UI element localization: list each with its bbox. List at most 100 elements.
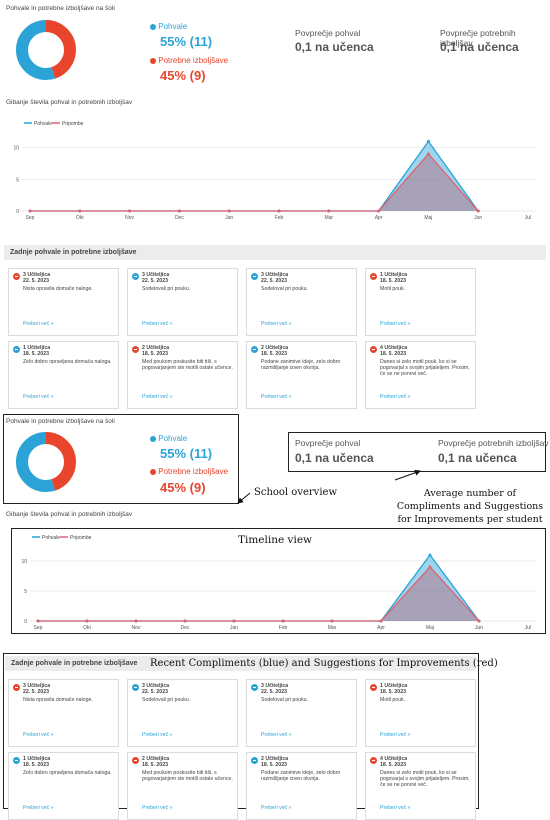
card-teacher: 3 Učiteljica (23, 683, 51, 689)
compliment-icon (251, 757, 258, 764)
read-more-link[interactable]: Preberi več » (23, 804, 54, 811)
series-line-1 (30, 153, 479, 212)
read-more-link[interactable]: Preberi več » (261, 804, 292, 811)
improvements-label-row: Potrebne izboljšave (150, 56, 228, 65)
x-tick-label: Apr (377, 625, 385, 631)
data-point (330, 619, 334, 623)
recent-card[interactable]: 3 Učiteljica 22. 5. 2023 Sodelovali pri po… (127, 679, 238, 747)
x-tick-label: Feb (279, 625, 288, 631)
card-date: 18. 5. 2023 (380, 762, 406, 769)
recent-card[interactable]: 1 Učiteljica 18. 5. 2023 Zelo dobro opravl… (8, 752, 119, 820)
card-date: 18. 5. 2023 (380, 351, 406, 358)
read-more-link[interactable]: Preberi več » (23, 731, 54, 738)
x-tick-label: Jan (225, 215, 233, 221)
data-point (36, 619, 40, 623)
card-teacher: 4 Učiteljica (380, 345, 408, 351)
x-tick-label: Jan (230, 625, 238, 631)
recent-card[interactable]: 1 Učiteljica 18. 5. 2023 Motil pouk. Preber… (365, 679, 476, 747)
read-more-link[interactable]: Preberi več » (142, 731, 173, 738)
annotation-recent: Recent Compliments (blue) and Suggestion… (150, 658, 498, 669)
recent-card[interactable]: 3 Učiteljica 22. 5. 2023 Sodelovali pri po… (127, 268, 238, 336)
improvement-icon (370, 273, 377, 280)
x-tick-label: Nov (125, 215, 134, 221)
recent-section-header-copy: Zadnje pohvale in potrebne izboljšave (5, 656, 475, 671)
read-more-link[interactable]: Preberi več » (380, 804, 411, 811)
recent-card[interactable]: 4 Učiteljica 18. 5. 2023 Danes si zelo mot… (365, 752, 476, 820)
data-point (426, 139, 430, 143)
avg-improvements-label-copy: Povprečje potrebnih izboljšav (438, 438, 549, 448)
recent-card[interactable]: 1 Učiteljica 18. 5. 2023 Zelo dobro opravl… (8, 341, 119, 409)
card-text: Zelo dobro opravljena domača naloga. (23, 358, 112, 365)
recent-card[interactable]: 3 Učiteljica 22. 5. 2023 Nista opravila do… (8, 268, 119, 336)
read-more-link[interactable]: Preberi več » (380, 731, 411, 738)
recent-card[interactable]: 3 Učiteljica 22. 5. 2023 Nista opravila do… (8, 679, 119, 747)
compliment-icon (132, 273, 139, 280)
y-tick-label: 10 (13, 146, 19, 152)
data-point (227, 209, 231, 213)
data-point (183, 619, 187, 623)
improvements-label: Potrebne izboljšave (158, 56, 229, 65)
timeline-chart-copy: Pohvale Pripombe 0 5 10 Sep Okt Nov Dec Jan Feb Mar… (14, 531, 544, 633)
card-text: Danes si zelo motil pouk, ko si se pogov… (380, 358, 470, 378)
card-text: Danes si zelo motil pouk, ko si se pogov… (380, 769, 470, 789)
x-tick-label: Okt (83, 625, 91, 631)
read-more-link[interactable]: Preberi več » (261, 320, 292, 327)
data-point (232, 619, 236, 623)
read-more-link[interactable]: Preberi več » (261, 393, 292, 400)
legend-label-0: Pohvale (34, 121, 52, 127)
legend-label-1: Pripombe (70, 535, 92, 541)
recent-card[interactable]: 1 Učiteljica 18. 5. 2023 Motil pouk. Preber… (365, 268, 476, 336)
improvements-value-copy: 45% (9) (160, 480, 206, 495)
recent-card[interactable]: 3 Učiteljica 22. 5. 2023 Sodeloval pri pou… (246, 268, 357, 336)
x-tick-label: Nov (132, 625, 141, 631)
card-text: Nista opravila domače naloge. (23, 285, 93, 292)
timeline-box (11, 528, 546, 634)
overview-donut (16, 20, 76, 80)
read-more-link[interactable]: Preberi več » (261, 731, 292, 738)
compliment-icon (150, 435, 156, 442)
recent-card[interactable]: 4 Učiteljica 18. 5. 2023 Danes si zelo mot… (365, 341, 476, 409)
improvement-icon (13, 684, 20, 691)
data-point (377, 209, 381, 213)
data-point (281, 619, 285, 623)
card-text: Med poukom poskusite biti tiši, s pogova… (142, 358, 233, 371)
donut-slice-compliments (16, 432, 76, 492)
annotation-average: Average number of Compliments and Sugges… (396, 488, 544, 525)
read-more-link[interactable]: Preberi več » (142, 804, 173, 811)
data-point (134, 619, 138, 623)
data-point (277, 209, 281, 213)
avg-compliments-label: Povprečje pohval (295, 28, 361, 38)
card-text: Sodeloval pri pouku. (261, 696, 309, 703)
x-tick-label: Dec (181, 625, 190, 631)
read-more-link[interactable]: Preberi več » (380, 320, 411, 327)
card-teacher: 1 Učiteljica (380, 272, 408, 278)
card-date: 18. 5. 2023 (261, 762, 287, 769)
data-point (428, 553, 432, 557)
recent-card[interactable]: 2 Učiteljica 18. 5. 2023 Podane zanimive i… (246, 752, 357, 820)
x-tick-label: Jul (525, 625, 531, 631)
x-tick-label: Apr (375, 215, 383, 221)
card-date: 22. 5. 2023 (261, 689, 287, 696)
recent-card[interactable]: 2 Učiteljica 18. 5. 2023 Podane zanimive i… (246, 341, 357, 409)
data-point (379, 619, 383, 623)
read-more-link[interactable]: Preberi več » (23, 320, 54, 327)
read-more-link[interactable]: Preberi več » (23, 393, 54, 400)
read-more-link[interactable]: Preberi več » (142, 393, 173, 400)
recent-card[interactable]: 3 Učiteljica 22. 5. 2023 Sodeloval pri pou… (246, 679, 357, 747)
compliments-label: Pohvale (158, 22, 188, 31)
read-more-link[interactable]: Preberi več » (380, 393, 411, 400)
card-date: 18. 5. 2023 (23, 762, 49, 769)
overview-arrow (237, 492, 251, 504)
avg-compliments-value-copy: 0,1 na učenca (295, 451, 374, 465)
card-teacher: 2 Učiteljica (142, 345, 170, 351)
read-more-link[interactable]: Preberi več » (142, 320, 173, 327)
card-date: 18. 5. 2023 (142, 351, 168, 358)
recent-card[interactable]: 2 Učiteljica 18. 5. 2023 Med poukom poskus… (127, 341, 238, 409)
recent-card[interactable]: 2 Učiteljica 18. 5. 2023 Med poukom poskus… (127, 752, 238, 820)
y-tick-label: 0 (16, 209, 19, 215)
compliment-icon (132, 684, 139, 691)
card-date: 22. 5. 2023 (142, 278, 168, 285)
timeline-title: Gibanje števila pohval in potrebnih izbo… (6, 99, 133, 106)
card-teacher: 2 Učiteljica (261, 756, 289, 762)
